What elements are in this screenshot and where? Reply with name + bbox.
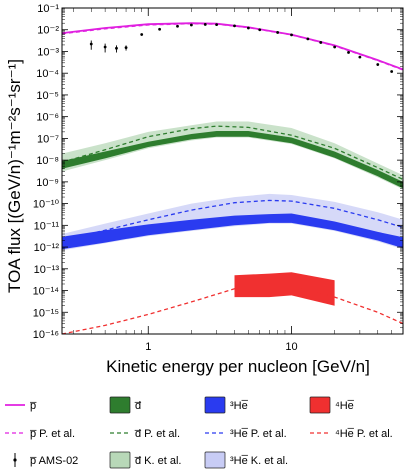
plot-frame bbox=[61, 7, 404, 335]
legend: p̅ d̅ ³He̅ ⁴He̅ p̅ P. et al. d̅ P. et al. ³He̅… bbox=[5, 396, 393, 469]
legend-label: d̅ bbox=[134, 400, 142, 412]
legend-swatch bbox=[109, 451, 131, 469]
legend-point bbox=[13, 458, 17, 462]
legend-label: ³He̅ K. et al. bbox=[230, 455, 288, 467]
ams-point bbox=[319, 41, 323, 44]
ams-point bbox=[358, 55, 362, 59]
ams-point bbox=[306, 37, 310, 41]
ams-point bbox=[276, 31, 280, 34]
ams-point bbox=[176, 24, 179, 28]
y-tick-label: 10⁻³ bbox=[37, 46, 59, 58]
series-d-p-et-al-line bbox=[62, 125, 403, 180]
y-axis-title: TOA flux [(GeV/n)⁻¹m⁻²s⁻¹sr⁻¹] bbox=[5, 59, 24, 293]
y-tick-label: 10⁻¹⁶ bbox=[33, 329, 59, 341]
legend-entry-d-p-et-al: d̅ P. et al. bbox=[110, 428, 180, 440]
legend-entry-he-p-et-al: ⁴He̅ P. et al. bbox=[310, 428, 393, 440]
ams-point bbox=[203, 23, 207, 26]
legend-swatch bbox=[109, 396, 131, 414]
plot-area bbox=[62, 22, 403, 334]
legend-label: p̅ P. et al. bbox=[29, 428, 75, 440]
y-tick-label: 10⁻⁷ bbox=[37, 133, 59, 145]
ams-point bbox=[258, 28, 262, 32]
series-layer bbox=[62, 22, 403, 334]
y-tick-label: 10⁻¹⁴ bbox=[33, 286, 60, 298]
legend-label: ³He̅ bbox=[230, 400, 249, 412]
y-tick-label: 10⁻⁵ bbox=[36, 90, 59, 102]
y-tick-label: 10⁻¹¹ bbox=[34, 220, 60, 232]
legend-entry-he: ⁴He̅ bbox=[309, 396, 355, 414]
legend-label: ⁴He̅ bbox=[335, 400, 355, 412]
axes: 10⁻¹⁶ 10⁻¹⁵ 10⁻¹⁴ 10⁻¹³ 10⁻¹² 10⁻¹¹ 10⁻¹⁰ 10⁻⁹ 1… bbox=[33, 3, 404, 353]
x-axis-title: Kinetic energy per nucleon [GeV/n] bbox=[106, 357, 370, 376]
ams-point bbox=[333, 45, 337, 49]
y-tick-label: 10⁻¹³ bbox=[34, 264, 60, 276]
y-tick-label: 10⁻⁸ bbox=[36, 155, 59, 167]
series-he-band bbox=[234, 272, 335, 306]
ams-point bbox=[124, 46, 128, 50]
legend-label: p̅ bbox=[29, 400, 37, 412]
ams-point bbox=[390, 70, 394, 73]
y-tick-label: 10⁻⁴ bbox=[36, 68, 59, 80]
legend-label: p̅ AMS-02 bbox=[29, 455, 78, 467]
series-d-band bbox=[62, 131, 403, 189]
y-tick-label: 10⁻¹² bbox=[34, 242, 60, 254]
y-tick-label: 10⁻² bbox=[37, 25, 59, 37]
legend-entry-d-k-et-al: d̅ K. et al. bbox=[109, 451, 182, 469]
y-tick-label: 10⁻⁶ bbox=[36, 112, 59, 124]
x-tick-label: 10 bbox=[285, 341, 297, 353]
ams-point bbox=[89, 42, 93, 46]
ams-point bbox=[233, 24, 236, 28]
x-tick-label: 1 bbox=[145, 341, 151, 353]
ams-point bbox=[189, 23, 193, 27]
legend-entry-p: p̅ bbox=[5, 400, 37, 412]
legend-swatch bbox=[204, 396, 226, 414]
ams-point bbox=[290, 33, 293, 37]
series-p-line bbox=[62, 22, 403, 71]
series-he-band bbox=[62, 213, 403, 250]
legend-label: d̅ K. et al. bbox=[134, 455, 182, 467]
legend-label: ³He̅ P. et al. bbox=[230, 428, 287, 440]
ams-point bbox=[103, 45, 107, 49]
legend-entry-he-k-et-al: ³He̅ K. et al. bbox=[204, 451, 288, 469]
y-tick-label: 10⁻⁹ bbox=[36, 177, 59, 189]
legend-entry-d: d̅ bbox=[109, 396, 142, 414]
ams-point bbox=[158, 27, 161, 31]
y-tick-label: 10⁻¹⁵ bbox=[33, 307, 59, 319]
legend-label: ⁴He̅ P. et al. bbox=[335, 428, 393, 440]
ams-point bbox=[215, 23, 219, 27]
ams-point bbox=[140, 33, 144, 36]
legend-label: d̅ P. et al. bbox=[134, 428, 180, 440]
legend-swatch bbox=[204, 451, 226, 469]
y-tick-label: 10⁻¹⁰ bbox=[33, 199, 60, 211]
legend-entry-he: ³He̅ bbox=[204, 396, 249, 414]
series-p-ams-02-points bbox=[89, 23, 394, 73]
legend-entry-p-ams-02: p̅ AMS-02 bbox=[13, 453, 78, 467]
series-d-k-et-al-band bbox=[62, 121, 403, 190]
legend-entry-he-p-et-al: ³He̅ P. et al. bbox=[205, 428, 287, 440]
ams-point bbox=[115, 46, 118, 50]
ams-point bbox=[246, 26, 250, 30]
legend-entry-p-p-et-al: p̅ P. et al. bbox=[5, 428, 75, 440]
y-tick-label: 10⁻¹ bbox=[37, 3, 59, 15]
series-p-p-et-al-line bbox=[62, 23, 403, 71]
series-he-p-et-al-line bbox=[62, 199, 403, 242]
legend-swatch bbox=[309, 396, 331, 414]
ams-point bbox=[376, 63, 380, 66]
ams-point bbox=[347, 51, 350, 54]
series-he-p-et-al-line bbox=[62, 282, 403, 334]
